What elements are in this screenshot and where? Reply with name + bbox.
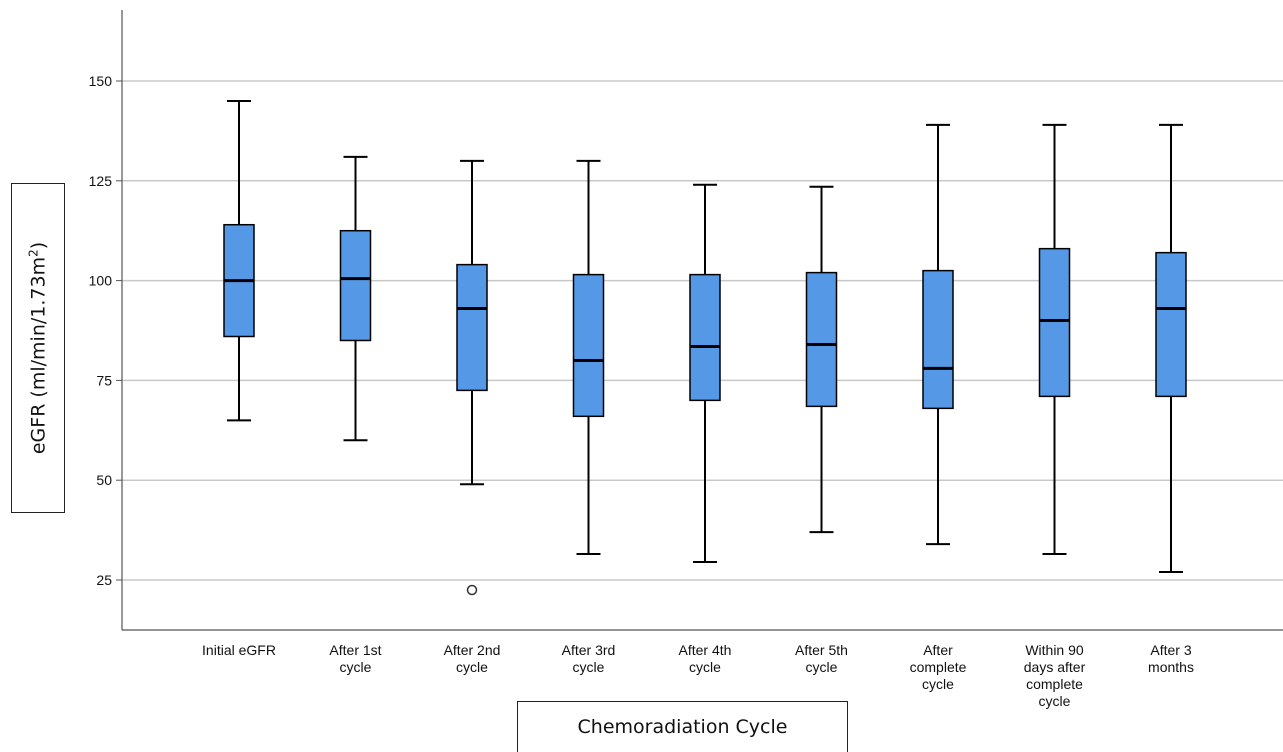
y-tick-labels: 25 50 75 100 125 150	[89, 73, 122, 588]
box-8	[1038, 123, 1071, 556]
y-tick-label: 50	[96, 472, 112, 488]
boxes	[223, 99, 1187, 596]
outlier-point	[466, 584, 478, 596]
iqr-box	[689, 273, 721, 402]
y-axis-label: eGFR (ml/min/1.73m2)	[26, 241, 50, 455]
box-6	[805, 185, 838, 534]
box-5	[689, 183, 721, 564]
box-7	[922, 123, 954, 546]
x-tick-label: Initial eGFR	[202, 642, 276, 658]
y-tick-label: 100	[89, 273, 113, 289]
y-tick-label: 125	[89, 173, 113, 189]
x-tick-label-line: complete	[910, 659, 967, 675]
x-tick-label-line: After 3	[1150, 642, 1191, 658]
x-tick-label: Within 90 days after complete cycle	[1024, 642, 1086, 709]
iqr-box	[456, 263, 488, 392]
x-tick-label-line: After 3rd	[562, 642, 616, 658]
x-tick-label-line: After 1st	[329, 642, 381, 658]
x-tick-label-line: cycle	[340, 659, 372, 675]
x-tick-label: After complete cycle	[910, 642, 967, 692]
x-tick-label: After 5th cycle	[795, 642, 848, 675]
x-tick-label-line: cycle	[1039, 693, 1071, 709]
x-tick-label-line: Initial eGFR	[202, 642, 276, 658]
iqr-box	[922, 269, 954, 410]
x-axis-label: Chemoradiation Cycle	[577, 716, 788, 738]
x-tick-label-line: cycle	[573, 659, 605, 675]
iqr-box	[805, 271, 838, 408]
box-4	[572, 159, 605, 556]
iqr-box	[1038, 247, 1071, 398]
x-tick-label: After 4th cycle	[679, 642, 732, 675]
x-tick-label-line: days after	[1024, 659, 1086, 675]
x-tick-label: After 3rd cycle	[562, 642, 616, 675]
box-1	[223, 99, 255, 422]
y-tick-label: 75	[96, 372, 112, 388]
box-9	[1155, 123, 1187, 574]
y-tick-label: 150	[89, 73, 113, 89]
x-tick-label-line: Within 90	[1025, 642, 1084, 658]
x-tick-label: After 1st cycle	[329, 642, 381, 675]
x-tick-label: After 2nd cycle	[444, 642, 501, 675]
y-tick-label: 25	[96, 572, 112, 588]
x-tick-label-line: After 4th	[679, 642, 732, 658]
iqr-box	[339, 229, 372, 342]
y-axis-label-box: eGFR (ml/min/1.73m2)	[11, 183, 65, 513]
x-axis-label-box: Chemoradiation Cycle	[517, 701, 848, 752]
x-tick-label: After 3 months	[1148, 642, 1194, 675]
x-tick-label-line: complete	[1026, 676, 1083, 692]
x-tick-label-line: cycle	[456, 659, 488, 675]
axes	[121, 10, 1283, 631]
x-tick-label-line: months	[1148, 659, 1194, 675]
box-2	[339, 155, 372, 442]
x-tick-label-line: cycle	[806, 659, 838, 675]
box-3	[456, 159, 488, 596]
iqr-box	[1155, 251, 1187, 398]
x-tick-label-line: After	[923, 642, 953, 658]
iqr-box	[572, 273, 605, 418]
x-tick-label-line: cycle	[689, 659, 721, 675]
x-tick-label-line: After 2nd	[444, 642, 501, 658]
x-tick-label-line: After 5th	[795, 642, 848, 658]
x-tick-label-line: cycle	[922, 676, 954, 692]
